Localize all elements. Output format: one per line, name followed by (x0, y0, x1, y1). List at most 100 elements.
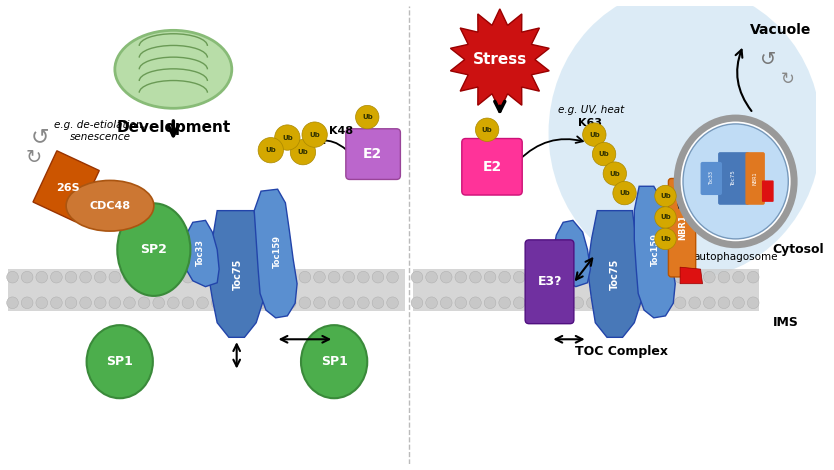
Text: Ub: Ub (589, 132, 600, 138)
Polygon shape (183, 220, 219, 287)
Ellipse shape (677, 118, 794, 245)
Circle shape (655, 185, 676, 207)
Circle shape (123, 271, 135, 283)
Circle shape (592, 142, 615, 166)
Circle shape (299, 297, 311, 309)
Circle shape (36, 271, 48, 283)
Ellipse shape (683, 124, 788, 239)
Text: TOC Complex: TOC Complex (575, 345, 668, 359)
Circle shape (514, 297, 525, 309)
Circle shape (22, 297, 33, 309)
Ellipse shape (301, 325, 367, 398)
Text: Toc75: Toc75 (731, 171, 736, 186)
Circle shape (355, 105, 379, 129)
Circle shape (197, 297, 208, 309)
Text: Ub: Ub (610, 171, 620, 177)
FancyBboxPatch shape (668, 179, 696, 277)
Text: Ub: Ub (660, 193, 671, 199)
FancyBboxPatch shape (762, 180, 774, 202)
Circle shape (343, 271, 354, 283)
Circle shape (7, 271, 18, 283)
Circle shape (329, 271, 340, 283)
Circle shape (51, 297, 63, 309)
Text: Toc33: Toc33 (566, 239, 575, 266)
FancyBboxPatch shape (346, 129, 400, 180)
Ellipse shape (115, 31, 232, 108)
Circle shape (138, 297, 150, 309)
Text: Ub: Ub (599, 151, 610, 157)
Circle shape (485, 271, 496, 283)
Circle shape (314, 271, 325, 283)
Ellipse shape (139, 206, 168, 225)
Polygon shape (680, 267, 702, 284)
Bar (8, 269, 405, 311)
Circle shape (226, 297, 238, 309)
Polygon shape (554, 220, 590, 287)
Circle shape (358, 297, 369, 309)
Circle shape (631, 297, 642, 309)
FancyBboxPatch shape (746, 152, 765, 205)
Text: Ub: Ub (309, 132, 320, 138)
Circle shape (455, 271, 467, 283)
Text: Toc75: Toc75 (233, 258, 243, 290)
Text: K63: K63 (578, 118, 602, 128)
Polygon shape (254, 189, 297, 318)
Text: Cytosol: Cytosol (772, 243, 824, 256)
Circle shape (80, 271, 92, 283)
Circle shape (290, 140, 315, 165)
Circle shape (274, 125, 300, 150)
Circle shape (528, 271, 540, 283)
Circle shape (674, 297, 686, 309)
Circle shape (314, 297, 325, 309)
Circle shape (718, 271, 730, 283)
Text: Ub: Ub (265, 147, 276, 153)
FancyBboxPatch shape (701, 162, 722, 195)
Circle shape (485, 297, 496, 309)
Ellipse shape (87, 325, 153, 398)
Text: 26S: 26S (56, 183, 80, 193)
Circle shape (80, 297, 92, 309)
Circle shape (704, 271, 716, 283)
Circle shape (655, 228, 676, 250)
Text: ↺: ↺ (31, 127, 49, 148)
Circle shape (733, 271, 745, 283)
Circle shape (704, 297, 716, 309)
Circle shape (358, 271, 369, 283)
Circle shape (22, 271, 33, 283)
Circle shape (255, 297, 267, 309)
Circle shape (645, 297, 656, 309)
Circle shape (153, 271, 164, 283)
Circle shape (583, 123, 606, 146)
Circle shape (455, 297, 467, 309)
Circle shape (689, 271, 701, 283)
Circle shape (572, 271, 584, 283)
Circle shape (615, 297, 627, 309)
Circle shape (586, 297, 598, 309)
Text: CDC48: CDC48 (89, 201, 131, 211)
Circle shape (499, 297, 510, 309)
Text: E2: E2 (482, 160, 501, 174)
Circle shape (284, 271, 296, 283)
Text: Ub: Ub (282, 134, 293, 141)
Text: Ub: Ub (298, 149, 309, 155)
Circle shape (747, 271, 759, 283)
Circle shape (425, 271, 437, 283)
Circle shape (94, 271, 106, 283)
Circle shape (51, 271, 63, 283)
Circle shape (387, 271, 399, 283)
Circle shape (440, 297, 452, 309)
Circle shape (270, 271, 282, 283)
Bar (413, 269, 759, 311)
Polygon shape (587, 211, 642, 337)
Circle shape (168, 271, 179, 283)
Circle shape (258, 138, 284, 163)
Text: E3?: E3? (538, 275, 563, 288)
Circle shape (718, 297, 730, 309)
Polygon shape (208, 211, 264, 337)
Ellipse shape (66, 180, 153, 231)
Circle shape (65, 271, 77, 283)
Circle shape (182, 271, 193, 283)
Circle shape (470, 297, 481, 309)
Text: Ub: Ub (482, 127, 493, 133)
Text: Toc159: Toc159 (273, 235, 282, 268)
